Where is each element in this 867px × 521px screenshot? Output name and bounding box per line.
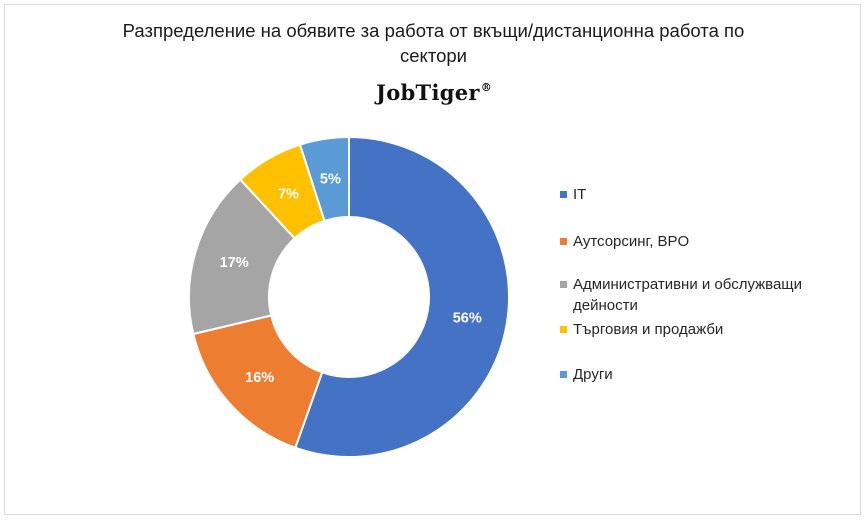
legend-swatch <box>560 191 567 198</box>
slice-5 <box>298 135 350 223</box>
logo-text: JobTiger <box>376 80 480 105</box>
slice-1 <box>294 135 510 458</box>
legend-label: Административни и обслужващи дейности <box>573 276 803 314</box>
legend-label: Търговия и продажби <box>573 321 724 338</box>
legend-swatch <box>560 326 567 333</box>
slice-2 <box>192 314 324 450</box>
legend-item-5: Други <box>560 364 850 385</box>
slice-3 <box>188 178 297 336</box>
legend-swatch <box>560 281 567 288</box>
legend-item-4: Търговия и продажби <box>560 319 850 340</box>
jobtiger-logo: JobTiger® <box>376 80 492 105</box>
data-label-5: 5% <box>320 171 341 187</box>
data-label-2: 16% <box>245 370 274 386</box>
data-label-4: 7% <box>278 186 299 202</box>
legend-label: Аутсорсинг, BPO <box>573 233 690 250</box>
legend-item-1: IT <box>560 184 850 205</box>
data-label-1: 56% <box>453 310 482 326</box>
legend-label: IT <box>573 186 587 203</box>
legend-swatch <box>560 238 567 245</box>
legend-item-3: Административни и обслужващи дейности <box>560 274 850 316</box>
chart-title-line-1: Разпределение на обявите за работа от вк… <box>122 20 745 41</box>
chart-title-line-2: сектори <box>399 45 468 66</box>
legend-swatch <box>560 371 567 378</box>
legend-item-2: Аутсорсинг, BPO <box>560 231 850 252</box>
data-label-3: 17% <box>220 255 249 271</box>
legend-label: Други <box>573 366 613 383</box>
registered-mark: ® <box>480 81 493 94</box>
chart-title: Разпределение на обявите за работа от вк… <box>0 18 867 68</box>
